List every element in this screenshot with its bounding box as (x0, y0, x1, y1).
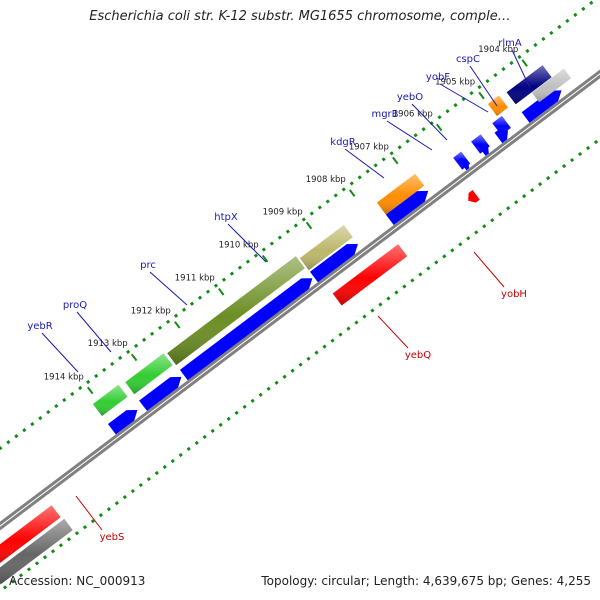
gene-label-yobF: yobF (426, 72, 450, 83)
label-leader (41, 332, 79, 373)
gene-label-yebO: yebO (397, 92, 423, 103)
accession-text: Accession: NC_000913 (9, 574, 146, 588)
backbone (0, 69, 600, 531)
label-leader (227, 223, 267, 263)
gene-arrow-yobH (468, 190, 480, 203)
cds-arrow-forward (494, 129, 508, 144)
tick-label: 1907 kbp (349, 142, 389, 152)
label-leader (473, 251, 505, 288)
grey-segment-shade (0, 583, 1, 585)
gene-bar-cspC-shade (487, 95, 509, 116)
gene-label-kdgR: kdgR (330, 137, 355, 148)
label-leader (411, 103, 448, 141)
tick-mark (261, 254, 269, 263)
cds-arrow-forward (477, 143, 489, 156)
gene-label-mgrB: mgrB (371, 109, 398, 120)
gene-bar-htpX-shade (299, 225, 353, 271)
tick-label: 1905 kbp (435, 77, 475, 87)
label-leader (75, 495, 103, 531)
tick-label: 1904 kbp (478, 45, 518, 55)
tick-label: 1906 kbp (393, 109, 433, 119)
gene-label-yobH: yobH (501, 289, 527, 300)
gene-bar-yebS-shade (0, 505, 61, 563)
label-leader (439, 83, 489, 113)
tick-mark (130, 353, 138, 362)
gene-bar-kdgR-shade (376, 173, 425, 215)
label-leader (469, 65, 498, 107)
grey-segment-shade (0, 518, 73, 585)
gene-bar-yobF-shade (492, 115, 511, 136)
tick-label: 1914 kbp (44, 372, 84, 382)
feature-layer (0, 65, 572, 585)
tick-mark (217, 287, 225, 296)
tick-label: 1910 kbp (219, 241, 259, 251)
label-leader (377, 315, 409, 349)
tick-layer: 1904 kbp 1905 kbp 1906 kbp 1907 kbp 1908 kbp… (44, 45, 528, 395)
backbone-line (0, 74, 600, 531)
gene-bar-yebR-shade (92, 384, 128, 416)
gene-label-yebR: yebR (27, 321, 52, 332)
cds-arrow-forward (521, 90, 562, 123)
tick-label: 1913 kbp (88, 339, 128, 349)
label-leader (149, 271, 188, 306)
tick-mark (305, 221, 313, 230)
tick-label: 1912 kbp (131, 307, 171, 317)
gene-label-yebS: yebS (100, 532, 125, 543)
gene-label-htpX: htpX (214, 212, 238, 223)
tick-mark (174, 321, 181, 329)
dotted-tick-ring (0, 0, 598, 451)
cds-arrow-forward (139, 376, 182, 411)
label-leader (76, 311, 112, 353)
tick-mark (392, 156, 399, 165)
gene-bar-yebQ-shade (332, 244, 408, 306)
tick-mark (521, 59, 528, 67)
tick-label: 1909 kbp (263, 207, 303, 217)
backbone-line (0, 69, 600, 526)
gene-label-prc: prc (140, 260, 156, 271)
tick-label: 1908 kbp (306, 175, 346, 185)
tick-mark (348, 189, 356, 197)
gene-bar-prc-shade (167, 256, 305, 366)
gene-label-cspC: cspC (456, 54, 480, 65)
dotted-tick-ring (0, 137, 600, 594)
gene-label-yebQ: yebQ (405, 350, 431, 361)
tick-mark (436, 123, 443, 132)
label-leader (511, 49, 531, 89)
tick-mark (86, 386, 94, 395)
cds-arrow-forward (385, 190, 429, 225)
grey-segment-shade (531, 68, 572, 103)
tick-mark (478, 91, 485, 100)
cds-arrow-forward (108, 410, 138, 435)
cds-arrow-forward (458, 157, 470, 171)
tick-label: 1911 kbp (175, 274, 215, 284)
cds-arrow-forward (310, 243, 358, 283)
label-leader (344, 148, 385, 179)
label-leader (386, 120, 433, 151)
genome-summary-text: Topology: circular; Length: 4,639,675 bp… (261, 574, 591, 588)
gene-label-rlmA: rlmA (498, 38, 522, 49)
gene-label-proQ: proQ (63, 300, 87, 311)
cds-arrow-forward (179, 278, 313, 381)
gene-bar-rlmA-shade (506, 65, 552, 105)
map-title: Escherichia coli str. K-12 substr. MG165… (89, 9, 511, 24)
gene-bar-proQ-shade (125, 353, 173, 395)
